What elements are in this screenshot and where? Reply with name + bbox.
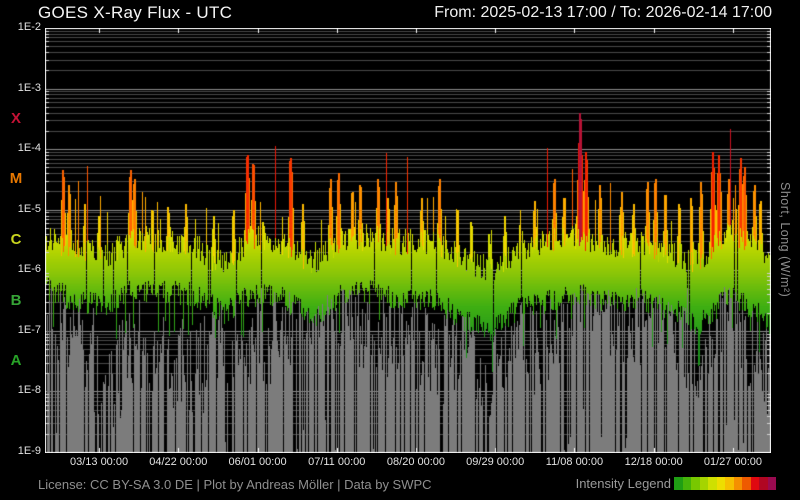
flare-class-label-a: A — [10, 352, 22, 370]
flare-class-label-b: B — [10, 291, 22, 309]
y-tick-label: 1E-4 — [17, 142, 41, 155]
x-tick-label: 04/22 00:00 — [149, 456, 208, 468]
right-axis-label: Short, Long (W/m²) — [778, 182, 792, 298]
y-tick-label: 1E-6 — [17, 263, 41, 276]
x-tick-label: 09/29 00:00 — [466, 456, 525, 468]
flare-class-label-m: M — [9, 170, 23, 188]
legend-swatch — [725, 477, 734, 490]
y-tick-label: 1E-2 — [17, 21, 41, 33]
x-tick-label: 11/08 00:00 — [545, 456, 604, 468]
legend-swatch — [716, 477, 725, 490]
flare-class-label-x: X — [10, 109, 21, 127]
x-tick-label: 08/20 00:00 — [386, 456, 446, 468]
y-tick-label: 1E-8 — [17, 384, 41, 397]
y-tick-label: 1E-9 — [17, 445, 41, 457]
x-tick-label: 01/27 00:00 — [703, 456, 762, 468]
legend-swatch — [682, 477, 691, 490]
legend-swatch — [759, 477, 768, 490]
legend-swatch — [708, 477, 717, 490]
time-range-label: From: 2025-02-13 17:00 / To: 2026-02-14 … — [434, 4, 772, 21]
intensity-legend-bar — [674, 477, 776, 490]
flare-class-label-c: C — [10, 231, 22, 248]
legend-swatch — [733, 477, 742, 490]
legend-swatch — [742, 477, 751, 490]
x-tick-label: 06/01 00:00 — [228, 456, 287, 468]
legend-swatch — [699, 477, 708, 490]
x-tick-label: 07/11 00:00 — [308, 456, 366, 468]
legend-swatch — [674, 477, 683, 490]
legend-swatch — [750, 477, 759, 490]
x-tick-label: 03/13 00:00 — [69, 456, 129, 468]
legend-swatch — [691, 477, 700, 490]
y-tick-label: 1E-3 — [17, 81, 41, 94]
xray-flux-plot — [45, 28, 771, 453]
intensity-legend-label: Intensity Legend — [575, 476, 671, 491]
x-tick-label: 12/18 00:00 — [624, 456, 683, 468]
intensity-legend: Intensity Legend — [576, 476, 776, 491]
legend-swatch — [767, 477, 776, 490]
license-text: License: CC BY-SA 3.0 DE | Plot by Andre… — [38, 477, 432, 492]
page-title: GOES X-Ray Flux - UTC — [38, 3, 233, 22]
y-tick-label: 1E-5 — [17, 202, 41, 215]
y-tick-label: 1E-7 — [17, 323, 41, 336]
